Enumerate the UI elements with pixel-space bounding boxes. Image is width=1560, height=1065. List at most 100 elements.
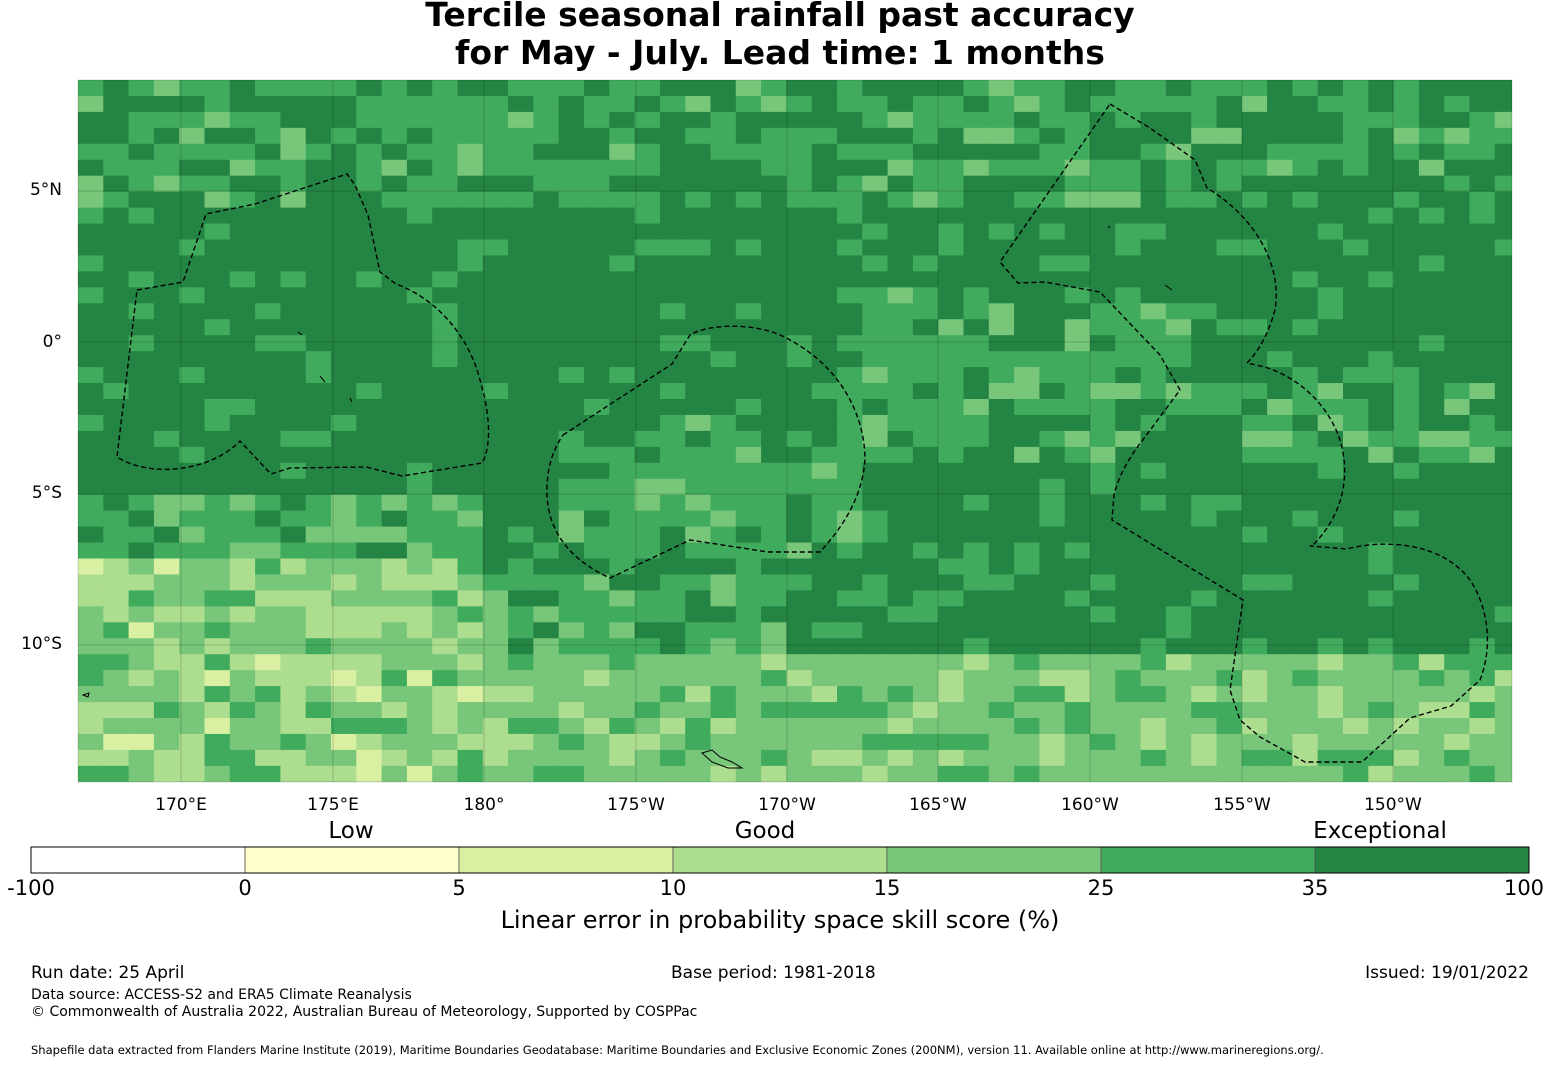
- grid-cell: [1090, 558, 1116, 575]
- grid-cell: [1469, 749, 1496, 767]
- grid-cell: [457, 654, 484, 671]
- grid-cell: [685, 765, 711, 782]
- grid-cell: [305, 574, 332, 591]
- grid-cell: [1317, 367, 1344, 384]
- grid-cell: [1140, 223, 1167, 240]
- grid-cell: [862, 95, 889, 113]
- grid-cell: [153, 191, 180, 209]
- grid-cell: [103, 383, 130, 400]
- grid-cell: [963, 542, 990, 559]
- grid-cell: [533, 351, 560, 368]
- grid-cell: [482, 542, 509, 559]
- grid-cell: [305, 638, 332, 655]
- grid-cell: [837, 399, 863, 416]
- grid-cell: [584, 733, 610, 751]
- grid-cell: [1039, 718, 1066, 735]
- grid-cell: [229, 446, 256, 464]
- grid-cell: [1418, 654, 1445, 671]
- grid-cell: [533, 159, 560, 177]
- grid-cell: [1140, 95, 1167, 113]
- grid-cell: [634, 239, 661, 256]
- grid-cell: [1014, 207, 1040, 225]
- grid-cell: [204, 255, 231, 272]
- grid-cell: [963, 207, 990, 225]
- grid-cell: [584, 510, 610, 528]
- grid-cell: [710, 383, 737, 400]
- grid-cell: [558, 127, 585, 145]
- grid-cell: [1165, 127, 1192, 145]
- grid-cell: [1393, 159, 1420, 177]
- grid-cell: [533, 510, 560, 528]
- grid-cell: [1393, 207, 1420, 225]
- grid-cell: [963, 319, 990, 336]
- grid-cell: [1267, 478, 1293, 496]
- grid-cell: [1393, 95, 1420, 113]
- grid-cell: [406, 749, 433, 767]
- grid-cell: [1115, 686, 1142, 703]
- grid-cell: [1241, 606, 1268, 623]
- grid-cell: [179, 239, 205, 256]
- grid-cell: [1418, 414, 1445, 432]
- grid-cell: [533, 606, 560, 623]
- grid-cell: [1368, 80, 1395, 97]
- grid-cell: [457, 702, 484, 719]
- grid-cell: [179, 478, 205, 496]
- grid-cell: [685, 510, 711, 528]
- grid-cell: [735, 351, 762, 368]
- grid-cell: [1014, 191, 1040, 209]
- grid-cell: [558, 239, 585, 256]
- grid-cell: [533, 111, 560, 129]
- grid-cell: [710, 159, 737, 177]
- grid-cell: [685, 303, 711, 320]
- grid-cell: [811, 95, 838, 113]
- grid-cell: [153, 478, 180, 496]
- grid-cell: [1115, 367, 1142, 384]
- grid-cell: [356, 558, 383, 575]
- grid-cell: [988, 702, 1015, 719]
- grid-cell: [1469, 718, 1496, 735]
- grid-cell: [1241, 143, 1268, 161]
- grid-cell: [1267, 686, 1293, 703]
- grid-cell: [1368, 399, 1395, 416]
- grid-cell: [609, 143, 636, 161]
- grid-cell: [1494, 478, 1512, 496]
- grid-cell: [1292, 383, 1319, 400]
- grid-cell: [1140, 80, 1167, 97]
- grid-cell: [811, 319, 838, 336]
- grid-cell: [1216, 462, 1243, 480]
- grid-cell: [963, 414, 990, 432]
- grid-cell: [609, 383, 636, 400]
- grid-cell: [1444, 702, 1470, 719]
- grid-cell: [1140, 638, 1167, 655]
- grid-cell: [204, 207, 231, 225]
- grid-cell: [229, 239, 256, 256]
- grid-cell: [710, 686, 737, 703]
- grid-cell: [887, 239, 914, 256]
- grid-cell: [912, 430, 939, 448]
- grid-cell: [204, 287, 231, 304]
- grid-cell: [1292, 622, 1319, 639]
- grid-cell: [128, 590, 155, 607]
- grid-cell: [1140, 510, 1167, 528]
- grid-cell: [356, 303, 383, 320]
- grid-cell: [862, 478, 889, 496]
- grid-cell: [1165, 191, 1192, 209]
- grid-cell: [280, 638, 307, 655]
- grid-cell: [381, 303, 408, 320]
- grid-cell: [432, 399, 458, 416]
- grid-cell: [508, 239, 534, 256]
- grid-cell: [533, 319, 560, 336]
- grid-cell: [432, 765, 458, 782]
- grid-cell: [887, 526, 914, 544]
- grid-cell: [811, 654, 838, 671]
- grid-cell: [1014, 654, 1040, 671]
- grid-cell: [280, 95, 307, 113]
- grid-cell: [1494, 494, 1512, 512]
- grid-cell: [331, 702, 357, 719]
- grid-cell: [1039, 765, 1066, 782]
- grid-cell: [1292, 494, 1319, 512]
- grid-cell: [1292, 287, 1319, 304]
- grid-cell: [1393, 494, 1420, 512]
- grid-cell: [1393, 606, 1420, 623]
- grid-cell: [457, 383, 484, 400]
